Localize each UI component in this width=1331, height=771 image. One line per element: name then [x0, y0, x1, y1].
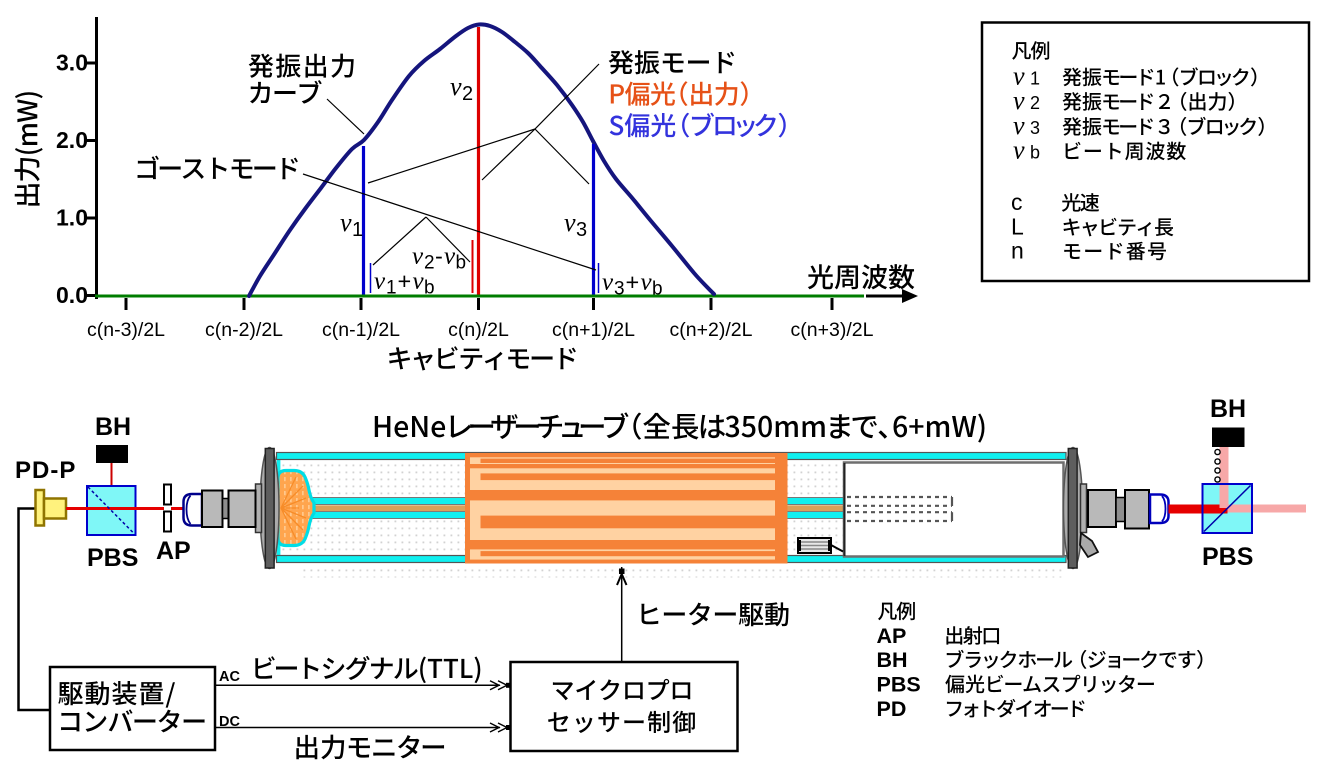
svg-text:c(n-2)/2L: c(n-2)/2L [205, 319, 283, 341]
svg-text:3.0: 3.0 [56, 50, 88, 76]
svg-text:ν: ν [412, 243, 424, 270]
svg-text:PD: PD [877, 697, 907, 721]
svg-text:1: 1 [386, 278, 397, 299]
svg-text:1: 1 [1030, 69, 1040, 89]
svg-text:L: L [1011, 214, 1024, 240]
svg-text:ν: ν [564, 208, 576, 237]
svg-text:b: b [456, 253, 467, 274]
svg-text:ν: ν [413, 268, 425, 295]
svg-text:BH: BH [95, 413, 131, 441]
svg-text:BH: BH [877, 648, 908, 672]
svg-text:2.0: 2.0 [56, 127, 88, 153]
svg-text:+: + [626, 269, 640, 295]
svg-text:3: 3 [614, 279, 625, 300]
svg-text:PD-P: PD-P [15, 457, 76, 484]
svg-text:AP: AP [156, 537, 191, 565]
svg-text:2: 2 [1030, 93, 1040, 113]
svg-text:c(n+2)/2L: c(n+2)/2L [670, 319, 753, 341]
svg-text:BH: BH [1210, 395, 1246, 423]
svg-text:3: 3 [576, 219, 587, 241]
svg-text:PBS: PBS [877, 673, 921, 697]
svg-text:b: b [1030, 143, 1040, 163]
svg-text:c(n-3)/2L: c(n-3)/2L [87, 319, 165, 341]
svg-text:ν: ν [602, 269, 614, 296]
svg-text:2: 2 [462, 83, 473, 105]
svg-text:ν: ν [444, 243, 456, 270]
svg-text:0.0: 0.0 [56, 282, 88, 308]
svg-text:ν: ν [340, 208, 352, 237]
svg-text:c(n+3)/2L: c(n+3)/2L [791, 319, 874, 341]
svg-text:PBS: PBS [87, 544, 138, 572]
svg-text:ν: ν [1013, 136, 1025, 165]
svg-text:2: 2 [424, 253, 435, 274]
svg-text:c: c [1011, 189, 1023, 215]
svg-text:AP: AP [877, 624, 907, 648]
svg-text:ν: ν [450, 72, 462, 101]
svg-text:+: + [398, 268, 412, 294]
svg-text:ν: ν [1013, 111, 1025, 140]
svg-text:AC: AC [219, 669, 240, 685]
svg-text:ν: ν [1013, 62, 1025, 91]
svg-text:b: b [424, 278, 435, 299]
svg-text:ν: ν [641, 269, 653, 296]
svg-text:1: 1 [352, 219, 363, 241]
svg-text:1.0: 1.0 [56, 205, 88, 231]
svg-text:3: 3 [1030, 118, 1040, 138]
svg-text:PBS: PBS [1202, 543, 1253, 571]
svg-text:c(n+1)/2L: c(n+1)/2L [552, 319, 635, 341]
svg-text:c(n)/2L: c(n)/2L [448, 319, 509, 341]
svg-text:b: b [652, 279, 663, 300]
svg-text:ν: ν [374, 268, 386, 295]
svg-text:DC: DC [219, 714, 240, 730]
svg-text:-: - [435, 243, 443, 269]
svg-text:ν: ν [1013, 86, 1025, 115]
svg-text:n: n [1011, 238, 1024, 264]
svg-text:c(n-1)/2L: c(n-1)/2L [322, 319, 400, 341]
